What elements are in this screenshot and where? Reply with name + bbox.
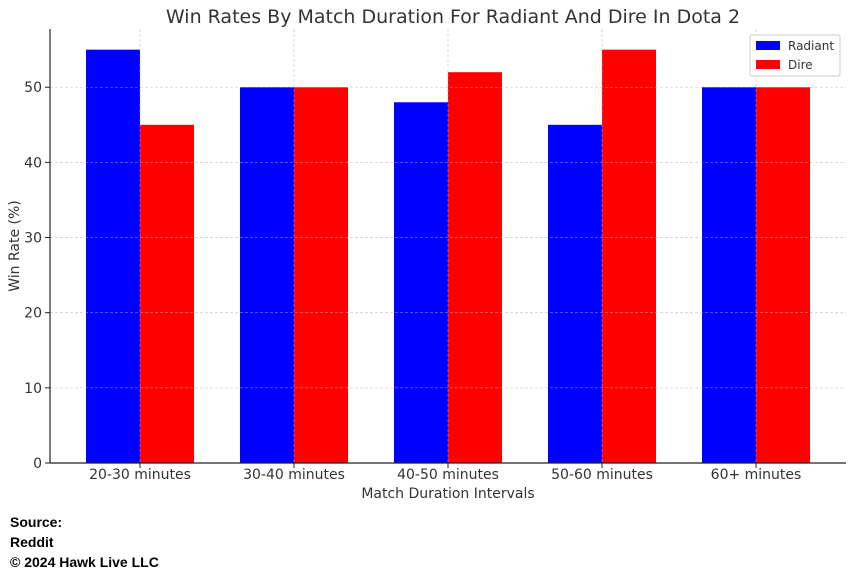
x-tick-label: 20-30 minutes bbox=[89, 467, 191, 483]
legend-label-dire: Dire bbox=[788, 58, 813, 72]
bar-dire-3 bbox=[602, 49, 656, 464]
x-ticks: 20-30 minutes 30-40 minutes 40-50 minutes 5… bbox=[89, 463, 801, 483]
legend-label-radiant: Radiant bbox=[788, 39, 834, 53]
y-tick-label: 50 bbox=[24, 80, 42, 96]
bars bbox=[50, 29, 846, 464]
source-label: Source: bbox=[10, 514, 63, 530]
bar-dire-4 bbox=[756, 87, 810, 463]
y-ticks: 0 10 20 30 40 50 bbox=[24, 80, 50, 472]
bar-radiant-2 bbox=[394, 102, 448, 463]
y-tick-label: 40 bbox=[24, 155, 42, 171]
legend-swatch-radiant bbox=[756, 41, 780, 50]
x-tick-label: 40-50 minutes bbox=[397, 467, 499, 483]
bar-radiant-4 bbox=[702, 87, 756, 463]
legend-swatch-dire bbox=[756, 60, 780, 69]
bar-dire-0 bbox=[140, 124, 194, 464]
bar-radiant-0 bbox=[86, 49, 140, 464]
copyright: © 2024 Hawk Live LLC bbox=[10, 554, 159, 570]
bar-dire-1 bbox=[294, 87, 348, 463]
source-block: Source: Reddit © 2024 Hawk Live LLC bbox=[10, 512, 159, 572]
bar-dire-2 bbox=[448, 72, 502, 463]
y-tick-label: 20 bbox=[24, 306, 42, 322]
x-tick-label: 50-60 minutes bbox=[551, 467, 653, 483]
x-axis-label: Match Duration Intervals bbox=[361, 486, 534, 502]
y-tick-label: 10 bbox=[24, 381, 42, 397]
chart-title: Win Rates By Match Duration For Radiant … bbox=[166, 6, 740, 28]
legend: Radiant Dire bbox=[749, 34, 841, 77]
bar-radiant-3 bbox=[548, 124, 602, 464]
source-name: Reddit bbox=[10, 534, 54, 550]
y-tick-label: 30 bbox=[24, 231, 42, 247]
y-tick-label: 0 bbox=[33, 456, 42, 472]
x-tick-label: 30-40 minutes bbox=[243, 467, 345, 483]
x-tick-label: 60+ minutes bbox=[711, 467, 802, 483]
bar-radiant-1 bbox=[240, 87, 294, 463]
y-axis-label: Win Rate (%) bbox=[7, 200, 23, 292]
